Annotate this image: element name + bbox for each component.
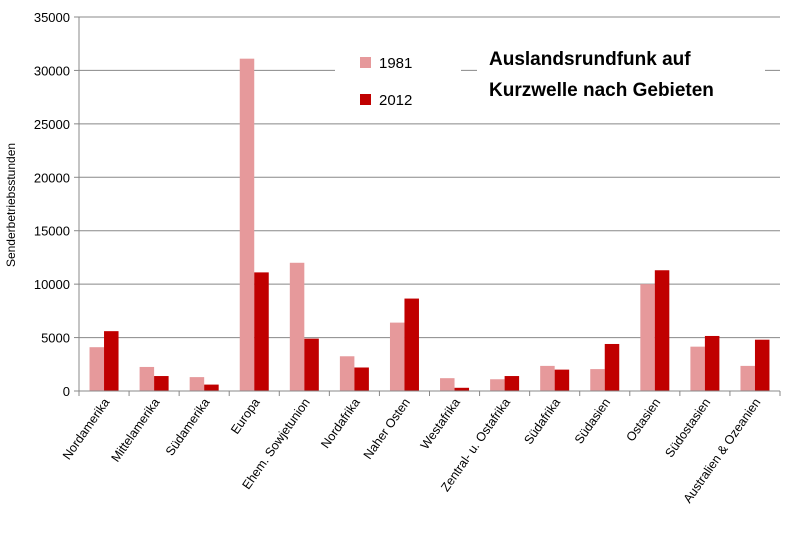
bar-2012-10	[604, 343, 620, 391]
bar-1981-6	[389, 322, 405, 391]
legend-label-1981: 1981	[379, 55, 412, 72]
bar-2012-0	[104, 331, 119, 391]
legend-swatch-2012	[360, 94, 371, 105]
bar-1981-11	[640, 284, 655, 391]
y-tick-label: 35000	[34, 10, 70, 25]
bar-2012-2	[204, 384, 219, 391]
bar-1981-7	[440, 378, 455, 391]
bar-2012-7	[454, 387, 470, 391]
bar-1981-10	[590, 369, 605, 391]
bar-2012-3	[254, 272, 269, 391]
chart-title-line-1: Auslandsrundfunk auf	[489, 49, 691, 70]
bar-1981-3	[239, 58, 255, 391]
bar-2012-1	[154, 376, 169, 391]
y-tick-label: 5000	[41, 331, 70, 346]
bar-1981-2	[189, 377, 205, 391]
bar-1981-1	[139, 366, 155, 391]
bar-2012-5	[354, 367, 369, 391]
y-tick-label: 25000	[34, 117, 70, 132]
bar-1981-4	[289, 262, 305, 391]
legend-swatch-1981	[360, 57, 371, 68]
bar-1981-9	[540, 365, 555, 391]
legend-background	[335, 48, 461, 120]
y-axis-title: Senderbetriebsstunden	[4, 143, 18, 267]
legend-label-2012: 2012	[379, 92, 412, 109]
bar-2012-11	[654, 270, 670, 391]
bar-2012-9	[554, 369, 570, 391]
y-tick-label: 15000	[34, 224, 70, 239]
bar-1981-0	[89, 347, 105, 391]
y-tick-label: 10000	[34, 277, 70, 292]
chart-title-line-2: Kurzwelle nach Gebieten	[489, 80, 714, 101]
bars	[89, 58, 770, 391]
bar-2012-6	[404, 298, 419, 391]
bar-1981-5	[339, 356, 355, 391]
bar-2012-13	[754, 339, 770, 391]
bar-2012-8	[504, 376, 520, 391]
bar-1981-13	[740, 365, 755, 391]
bar-1981-8	[490, 379, 505, 391]
y-tick-label: 30000	[34, 63, 70, 78]
x-axis-ticks	[78, 391, 781, 396]
legend-box: 1981 2012	[335, 48, 461, 120]
y-tick-label: 20000	[34, 170, 70, 185]
y-axis-ticks: 0 5000 10000 15000 20000 25000 30000 35000	[34, 10, 79, 399]
bar-1981-12	[690, 346, 705, 391]
bar-2012-4	[304, 338, 319, 391]
title-background	[477, 40, 765, 108]
chart-title-box: Auslandsrundfunk auf Kurzwelle nach Gebi…	[477, 40, 765, 108]
y-tick-label: 0	[63, 384, 70, 399]
bar-2012-12	[704, 335, 720, 391]
